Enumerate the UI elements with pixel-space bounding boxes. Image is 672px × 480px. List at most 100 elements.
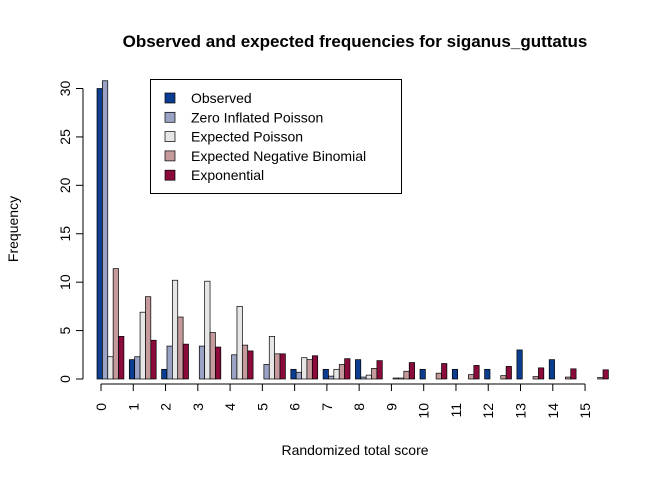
bar-expected-poisson-4: [236, 306, 243, 380]
bar-expected-negative-binomial-8: [371, 368, 378, 380]
x-tick-label-4: 4: [222, 403, 238, 411]
legend-swatch-exponential: [164, 169, 176, 181]
bar-expected-negative-binomial-15: [597, 377, 604, 380]
x-axis-label: Randomized total score: [281, 442, 428, 458]
legend: Observed Zero Inflated Poisson Expected Po…: [150, 79, 402, 194]
bar-expected-negative-binomial-7: [338, 364, 345, 380]
bar-exponential-2: [182, 343, 189, 380]
bar-expected-negative-binomial-6: [306, 359, 313, 380]
bar-observed-8: [355, 359, 362, 380]
x-tick-label-11: 11: [448, 403, 464, 418]
x-tick-label-3: 3: [190, 403, 206, 411]
bar-expected-negative-binomial-4: [241, 344, 249, 380]
x-tick-label-6: 6: [287, 403, 303, 411]
legend-label-expected-negative-binomial: Expected Negative Binomial: [191, 148, 366, 164]
y-tick-label-5: 5: [57, 326, 73, 334]
bar-zero-inflated-poisson-1: [134, 356, 141, 380]
bar-exponential-5: [279, 353, 286, 380]
y-tick-label-25: 25: [57, 129, 73, 145]
legend-swatch-zero-inflated-poisson: [164, 111, 176, 123]
chart-title: Observed and expected frequencies for si…: [123, 32, 588, 51]
bar-observed-6: [290, 368, 297, 380]
bar-expected-negative-binomial-2: [177, 316, 184, 380]
bar-observed-13: [516, 349, 523, 380]
bar-zero-inflated-poisson-9: [392, 377, 399, 380]
bar-expected-poisson-9: [398, 377, 405, 380]
bar-expected-negative-binomial-11: [468, 374, 475, 380]
bar-exponential-7: [344, 358, 351, 380]
y-axis-label: Frequency: [5, 196, 21, 262]
x-tick-label-5: 5: [254, 403, 270, 411]
bar-observed-7: [322, 368, 329, 380]
bar-exponential-15: [602, 369, 609, 380]
bar-observed-11: [451, 368, 459, 380]
bar-expected-negative-binomial-5: [274, 353, 281, 380]
bar-expected-poisson-6: [301, 357, 308, 380]
bar-exponential-9: [408, 362, 415, 380]
y-tick-label-20: 20: [57, 177, 73, 193]
y-tick-label-30: 30: [57, 81, 73, 97]
legend-box: [150, 79, 402, 194]
x-tick-label-9: 9: [383, 403, 399, 411]
bar-exponential-13: [538, 367, 545, 380]
bar-expected-negative-binomial-0: [112, 268, 119, 380]
legend-label-expected-poisson: Expected Poisson: [191, 129, 303, 145]
legend-swatch-expected-negative-binomial: [164, 150, 176, 162]
bar-expected-negative-binomial-9: [403, 370, 410, 380]
y-tick-label-0: 0: [57, 375, 73, 383]
bar-expected-poisson-8: [365, 374, 372, 380]
bar-expected-negative-binomial-14: [564, 376, 572, 380]
bar-exponential-11: [473, 365, 480, 380]
x-tick-label-12: 12: [480, 403, 496, 419]
bar-expected-negative-binomial-10: [435, 372, 442, 380]
bar-observed-1: [128, 359, 136, 380]
bar-expected-poisson-5: [268, 336, 275, 380]
bar-expected-negative-binomial-13: [532, 376, 539, 380]
bar-observed-10: [419, 368, 426, 380]
x-tick-label-2: 2: [158, 403, 174, 411]
x-tick-label-8: 8: [351, 403, 367, 411]
x-tick-label-1: 1: [125, 403, 141, 411]
bars-group: [96, 80, 609, 380]
y-tick-label-15: 15: [57, 226, 73, 242]
legend-label-exponential: Exponential: [191, 167, 264, 183]
x-tick-label-7: 7: [319, 403, 335, 411]
legend-swatch-expected-poisson: [164, 131, 176, 142]
bar-exponential-1: [150, 339, 157, 380]
legend-label-zero-inflated-poisson: Zero Inflated Poisson: [191, 109, 323, 125]
y-tick-label-10: 10: [57, 274, 73, 290]
bar-expected-negative-binomial-1: [145, 296, 152, 380]
bar-zero-inflated-poisson-8: [360, 376, 367, 380]
x-tick-label-14: 14: [545, 403, 561, 419]
bar-observed-2: [161, 368, 168, 380]
bar-expected-poisson-0: [107, 356, 114, 380]
bar-observed-0: [96, 88, 103, 380]
bar-zero-inflated-poisson-0: [102, 80, 109, 380]
bar-expected-poisson-1: [139, 311, 146, 380]
bar-exponential-0: [118, 336, 125, 380]
bar-zero-inflated-poisson-4: [231, 354, 238, 380]
bar-exponential-8: [376, 360, 383, 380]
bar-exponential-4: [247, 350, 254, 380]
legend-swatch-observed: [164, 92, 176, 104]
bar-expected-negative-binomial-3: [209, 332, 216, 380]
bar-zero-inflated-poisson-5: [263, 364, 270, 380]
bar-zero-inflated-poisson-2: [166, 345, 173, 380]
x-tick-label-0: 0: [93, 403, 109, 411]
bar-zero-inflated-poisson-3: [198, 345, 206, 380]
legend-label-observed: Observed: [191, 90, 252, 106]
bar-exponential-12: [505, 366, 512, 380]
x-tick-label-15: 15: [577, 403, 593, 419]
bar-expected-negative-binomial-12: [500, 375, 507, 380]
bar-observed-12: [484, 368, 491, 380]
bar-zero-inflated-poisson-7: [328, 375, 335, 380]
x-tick-label-13: 13: [513, 403, 529, 419]
bar-expected-poisson-2: [172, 279, 179, 380]
bar-exponential-10: [441, 363, 448, 380]
bar-expected-poisson-7: [333, 368, 340, 380]
bar-expected-poisson-3: [204, 280, 211, 380]
bar-zero-inflated-poisson-6: [295, 371, 302, 380]
bar-exponential-3: [215, 346, 222, 380]
